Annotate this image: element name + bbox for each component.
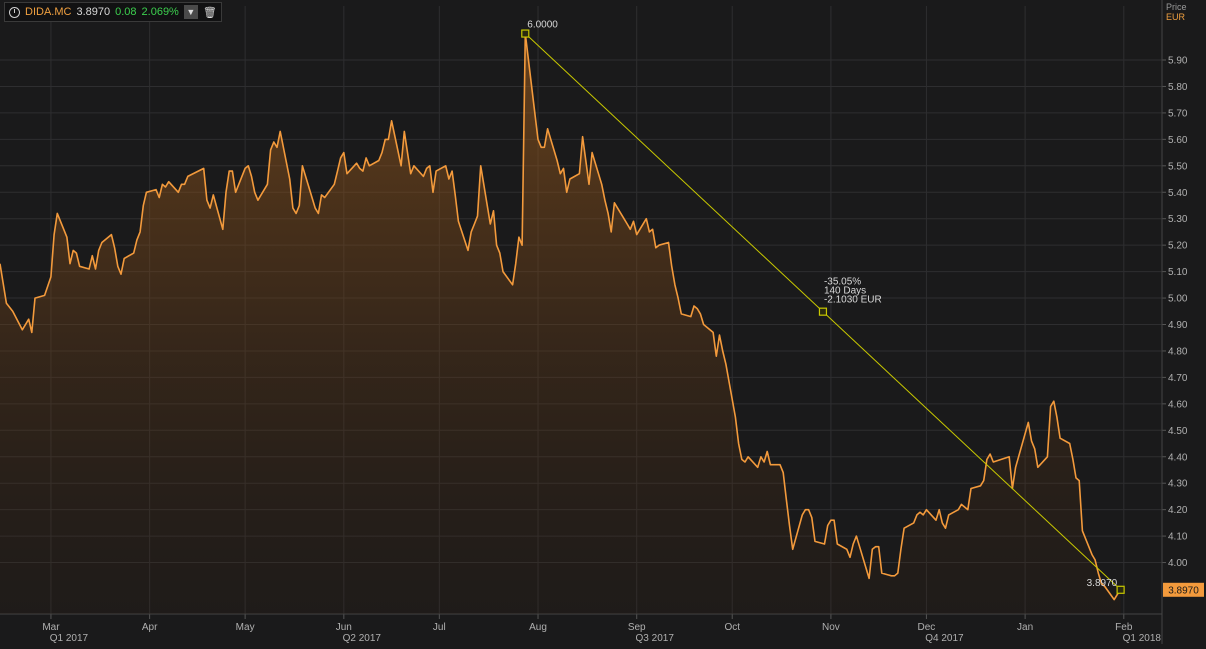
- y-tick-label: 4.60: [1168, 399, 1188, 410]
- x-tick-label: May: [236, 622, 255, 633]
- y-tick-label: 5.40: [1168, 188, 1188, 199]
- x-tick-label: Jul: [433, 622, 446, 633]
- x-tick-label: Jun: [336, 622, 352, 633]
- y-tick-label: 4.00: [1168, 558, 1188, 569]
- trendline-midpoint-handle: [818, 307, 828, 316]
- y-tick-label: 5.60: [1168, 135, 1188, 146]
- y-axis-label: Price: [1166, 2, 1187, 12]
- clock-icon: [9, 6, 20, 18]
- trendline-endpoint-handle: [1116, 585, 1125, 594]
- x-tick-label: Sep: [628, 622, 646, 633]
- price-area-fill: [0, 33, 1121, 615]
- trendline-stat-label: 140 Days: [824, 286, 866, 297]
- y-tick-label: 4.50: [1168, 426, 1188, 437]
- x-tick-label: Oct: [724, 622, 740, 633]
- y-tick-label: 5.20: [1168, 241, 1188, 252]
- trendline-stat-label: -2.1030 EUR: [824, 295, 882, 306]
- trash-icon[interactable]: 🗑: [202, 6, 217, 19]
- instrument-legend: DIDA.MC 3.8970 0.08 2.069% ▼ 🗑: [4, 2, 222, 22]
- y-tick-label: 5.30: [1168, 214, 1188, 225]
- y-tick-label: 4.80: [1168, 346, 1188, 357]
- y-tick-label: 4.70: [1168, 373, 1188, 384]
- x-quarter-label: Q3 2017: [636, 633, 675, 644]
- y-tick-label: 4.30: [1168, 479, 1188, 490]
- last-price-tag-label: 3.8970: [1168, 585, 1199, 596]
- trendline-endpoint-handle: [521, 29, 530, 38]
- x-tick-label: Aug: [529, 622, 547, 633]
- price-change: 0.08: [115, 6, 137, 18]
- y-tick-label: 5.70: [1168, 108, 1188, 119]
- y-tick-label: 4.90: [1168, 320, 1188, 331]
- x-tick-label: Apr: [142, 622, 158, 633]
- y-tick-label: 5.00: [1168, 294, 1188, 305]
- last-point-label: 3.8970: [1087, 578, 1118, 589]
- y-tick-label: 4.20: [1168, 505, 1188, 516]
- price-change-percent: 2.069%: [141, 6, 179, 18]
- y-tick-label: 4.40: [1168, 452, 1188, 463]
- y-tick-label: 5.80: [1168, 82, 1188, 93]
- x-quarter-label: Q1 2018: [1123, 633, 1162, 644]
- y-axis-title: Price EUR: [1166, 2, 1187, 22]
- y-tick-label: 5.50: [1168, 161, 1188, 172]
- last-price-tag: [1163, 582, 1204, 597]
- ticker-label[interactable]: DIDA.MC: [25, 6, 72, 18]
- x-tick-label: Dec: [918, 622, 936, 633]
- x-quarter-label: Q2 2017: [343, 633, 382, 644]
- chevron-down-icon[interactable]: ▼: [183, 5, 198, 19]
- price-line: [0, 32, 1122, 601]
- x-quarter-label: Q1 2017: [50, 633, 89, 644]
- high-point-label: 6.0000: [527, 20, 558, 31]
- x-tick-label: Feb: [1115, 622, 1133, 633]
- x-quarter-label: Q4 2017: [925, 633, 964, 644]
- x-tick-label: Jan: [1017, 622, 1033, 633]
- trendline-stat-label: -35.05%: [824, 277, 861, 288]
- y-tick-label: 4.10: [1168, 532, 1188, 543]
- last-price: 3.8970: [76, 6, 111, 18]
- y-tick-label: 5.90: [1168, 56, 1188, 67]
- y-axis-unit: EUR: [1166, 12, 1186, 22]
- x-tick-label: Nov: [822, 622, 840, 633]
- y-tick-label: 5.10: [1168, 267, 1188, 278]
- x-tick-label: Mar: [42, 622, 60, 633]
